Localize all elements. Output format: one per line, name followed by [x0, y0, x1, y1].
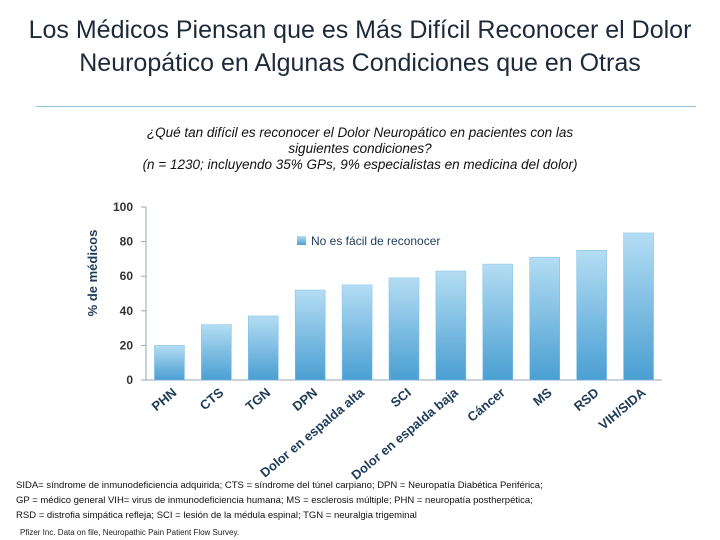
y-tick-label: 20	[120, 338, 134, 352]
bar-3	[248, 315, 279, 381]
x-tick-label: DPN	[289, 385, 320, 414]
x-tick-label: CTS	[197, 385, 227, 413]
title-line-2: Neuropático en Algunas Condiciones que e…	[79, 49, 641, 77]
x-tick-label: RSD	[571, 385, 602, 414]
slide-title: Los Médicos Piensan que es Más Difícil R…	[0, 14, 720, 80]
x-tick-label: MS	[530, 385, 555, 409]
question-line-1: ¿Qué tan difícil es reconocer el Dolor N…	[146, 125, 574, 140]
bar-11	[623, 232, 654, 381]
chart-bars	[154, 232, 654, 381]
source-citation: Pfizer Inc. Data on file, Neuropathic Pa…	[20, 528, 240, 537]
bar-9	[529, 256, 560, 381]
y-tick-label: 80	[120, 235, 134, 249]
y-tick-labels: 0 20 40 60 80 100	[113, 200, 133, 387]
bar-4	[294, 289, 326, 381]
x-tick-label: Cáncer	[464, 385, 507, 425]
y-tick-label: 100	[113, 200, 133, 214]
y-tick-label: 0	[126, 373, 133, 387]
legend-label: No es fácil de reconocer	[311, 234, 440, 248]
y-tick-label: 40	[120, 304, 134, 318]
y-tick-label: 60	[120, 269, 134, 283]
bar-7	[435, 270, 467, 381]
legend-swatch	[297, 236, 306, 245]
y-axis-label: % de médicos	[85, 230, 100, 317]
x-tick-label: VIH/SIDA	[596, 384, 649, 432]
title-divider	[36, 106, 696, 107]
footnote-line-1: SIDA= síndrome de inmunodeficiencia adqu…	[16, 480, 543, 491]
x-tick-label: SCI	[388, 385, 414, 410]
question-line-2: siguientes condiciones?	[288, 141, 432, 156]
question-line-3: (n = 1230; incluyendo 35% GPs, 9% especi…	[142, 157, 578, 172]
abbreviations-footnote: SIDA= síndrome de inmunodeficiencia adqu…	[16, 478, 716, 523]
x-tick-label: PHN	[149, 385, 180, 414]
bar-1	[154, 345, 185, 381]
bar-6	[388, 277, 420, 381]
title-line-1: Los Médicos Piensan que es Más Difícil R…	[28, 16, 692, 44]
bar-2	[201, 324, 232, 381]
bar-5	[341, 284, 373, 381]
survey-question: ¿Qué tan difícil es reconocer el Dolor N…	[60, 125, 660, 173]
chart-legend: No es fácil de reconocer	[297, 234, 440, 248]
bar-10	[576, 250, 607, 381]
footnote-line-2: GP = médico general VIH= virus de inmuno…	[16, 495, 533, 506]
x-tick-label: TGN	[243, 385, 274, 414]
bar-8	[482, 263, 514, 381]
footnote-line-3: RSD = distrofia simpática refleja; SCI =…	[16, 510, 417, 521]
